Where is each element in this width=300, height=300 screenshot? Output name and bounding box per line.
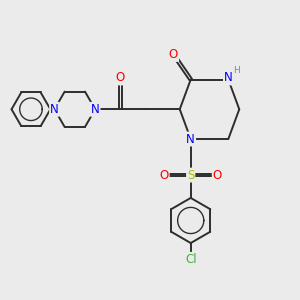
Text: N: N [50,103,59,116]
Text: O: O [169,48,178,61]
Text: O: O [116,71,125,85]
Text: O: O [160,169,169,182]
Text: H: H [233,66,239,75]
Text: O: O [213,169,222,182]
Text: N: N [224,71,233,85]
Text: N: N [91,103,100,116]
Text: Cl: Cl [185,253,197,266]
Text: N: N [186,133,195,146]
Text: S: S [187,169,194,182]
